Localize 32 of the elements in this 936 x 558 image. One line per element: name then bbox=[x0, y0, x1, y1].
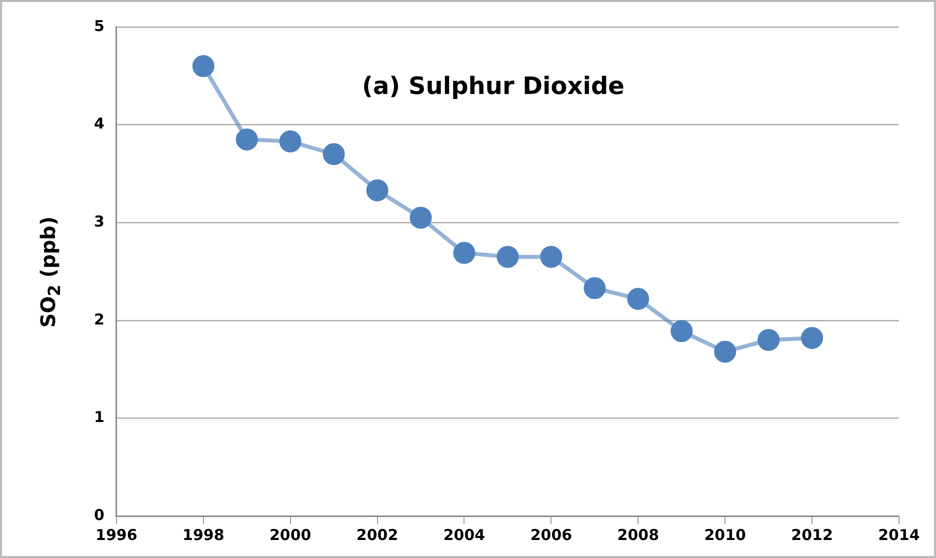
point bbox=[714, 340, 736, 363]
point bbox=[366, 179, 388, 202]
point bbox=[322, 143, 345, 166]
x-tick-label: 2008 bbox=[617, 526, 660, 544]
point bbox=[279, 130, 302, 152]
point bbox=[496, 246, 519, 268]
x-tick-label: 2000 bbox=[269, 526, 312, 544]
x-tick-label: 2012 bbox=[791, 526, 833, 544]
x-tick-label: 1998 bbox=[182, 526, 224, 544]
x-tick-label: 2006 bbox=[530, 526, 572, 544]
y-tick-label: 5 bbox=[94, 16, 104, 35]
text: (a) Sulphur Dioxide bbox=[362, 72, 624, 100]
point bbox=[758, 328, 780, 351]
x-tick-label: 2014 bbox=[878, 526, 920, 544]
point bbox=[236, 128, 258, 150]
y-tick-label: 0 bbox=[94, 506, 104, 524]
x-tick-label: 2010 bbox=[704, 526, 746, 544]
x-tick-label: 2002 bbox=[356, 526, 398, 544]
point bbox=[192, 55, 214, 78]
point bbox=[410, 206, 432, 229]
point bbox=[584, 277, 606, 300]
point bbox=[670, 320, 693, 342]
point bbox=[627, 288, 650, 310]
point bbox=[801, 327, 824, 350]
x-tick-label: 2004 bbox=[443, 526, 486, 544]
x-tick-label: 1996 bbox=[96, 526, 138, 544]
y-tick-label: 4 bbox=[94, 114, 104, 133]
y-tick-label: 2 bbox=[94, 310, 104, 328]
point bbox=[540, 246, 562, 268]
y-tick-label: 3 bbox=[94, 212, 104, 230]
point bbox=[453, 242, 476, 264]
y-tick-label: 1 bbox=[94, 408, 104, 426]
